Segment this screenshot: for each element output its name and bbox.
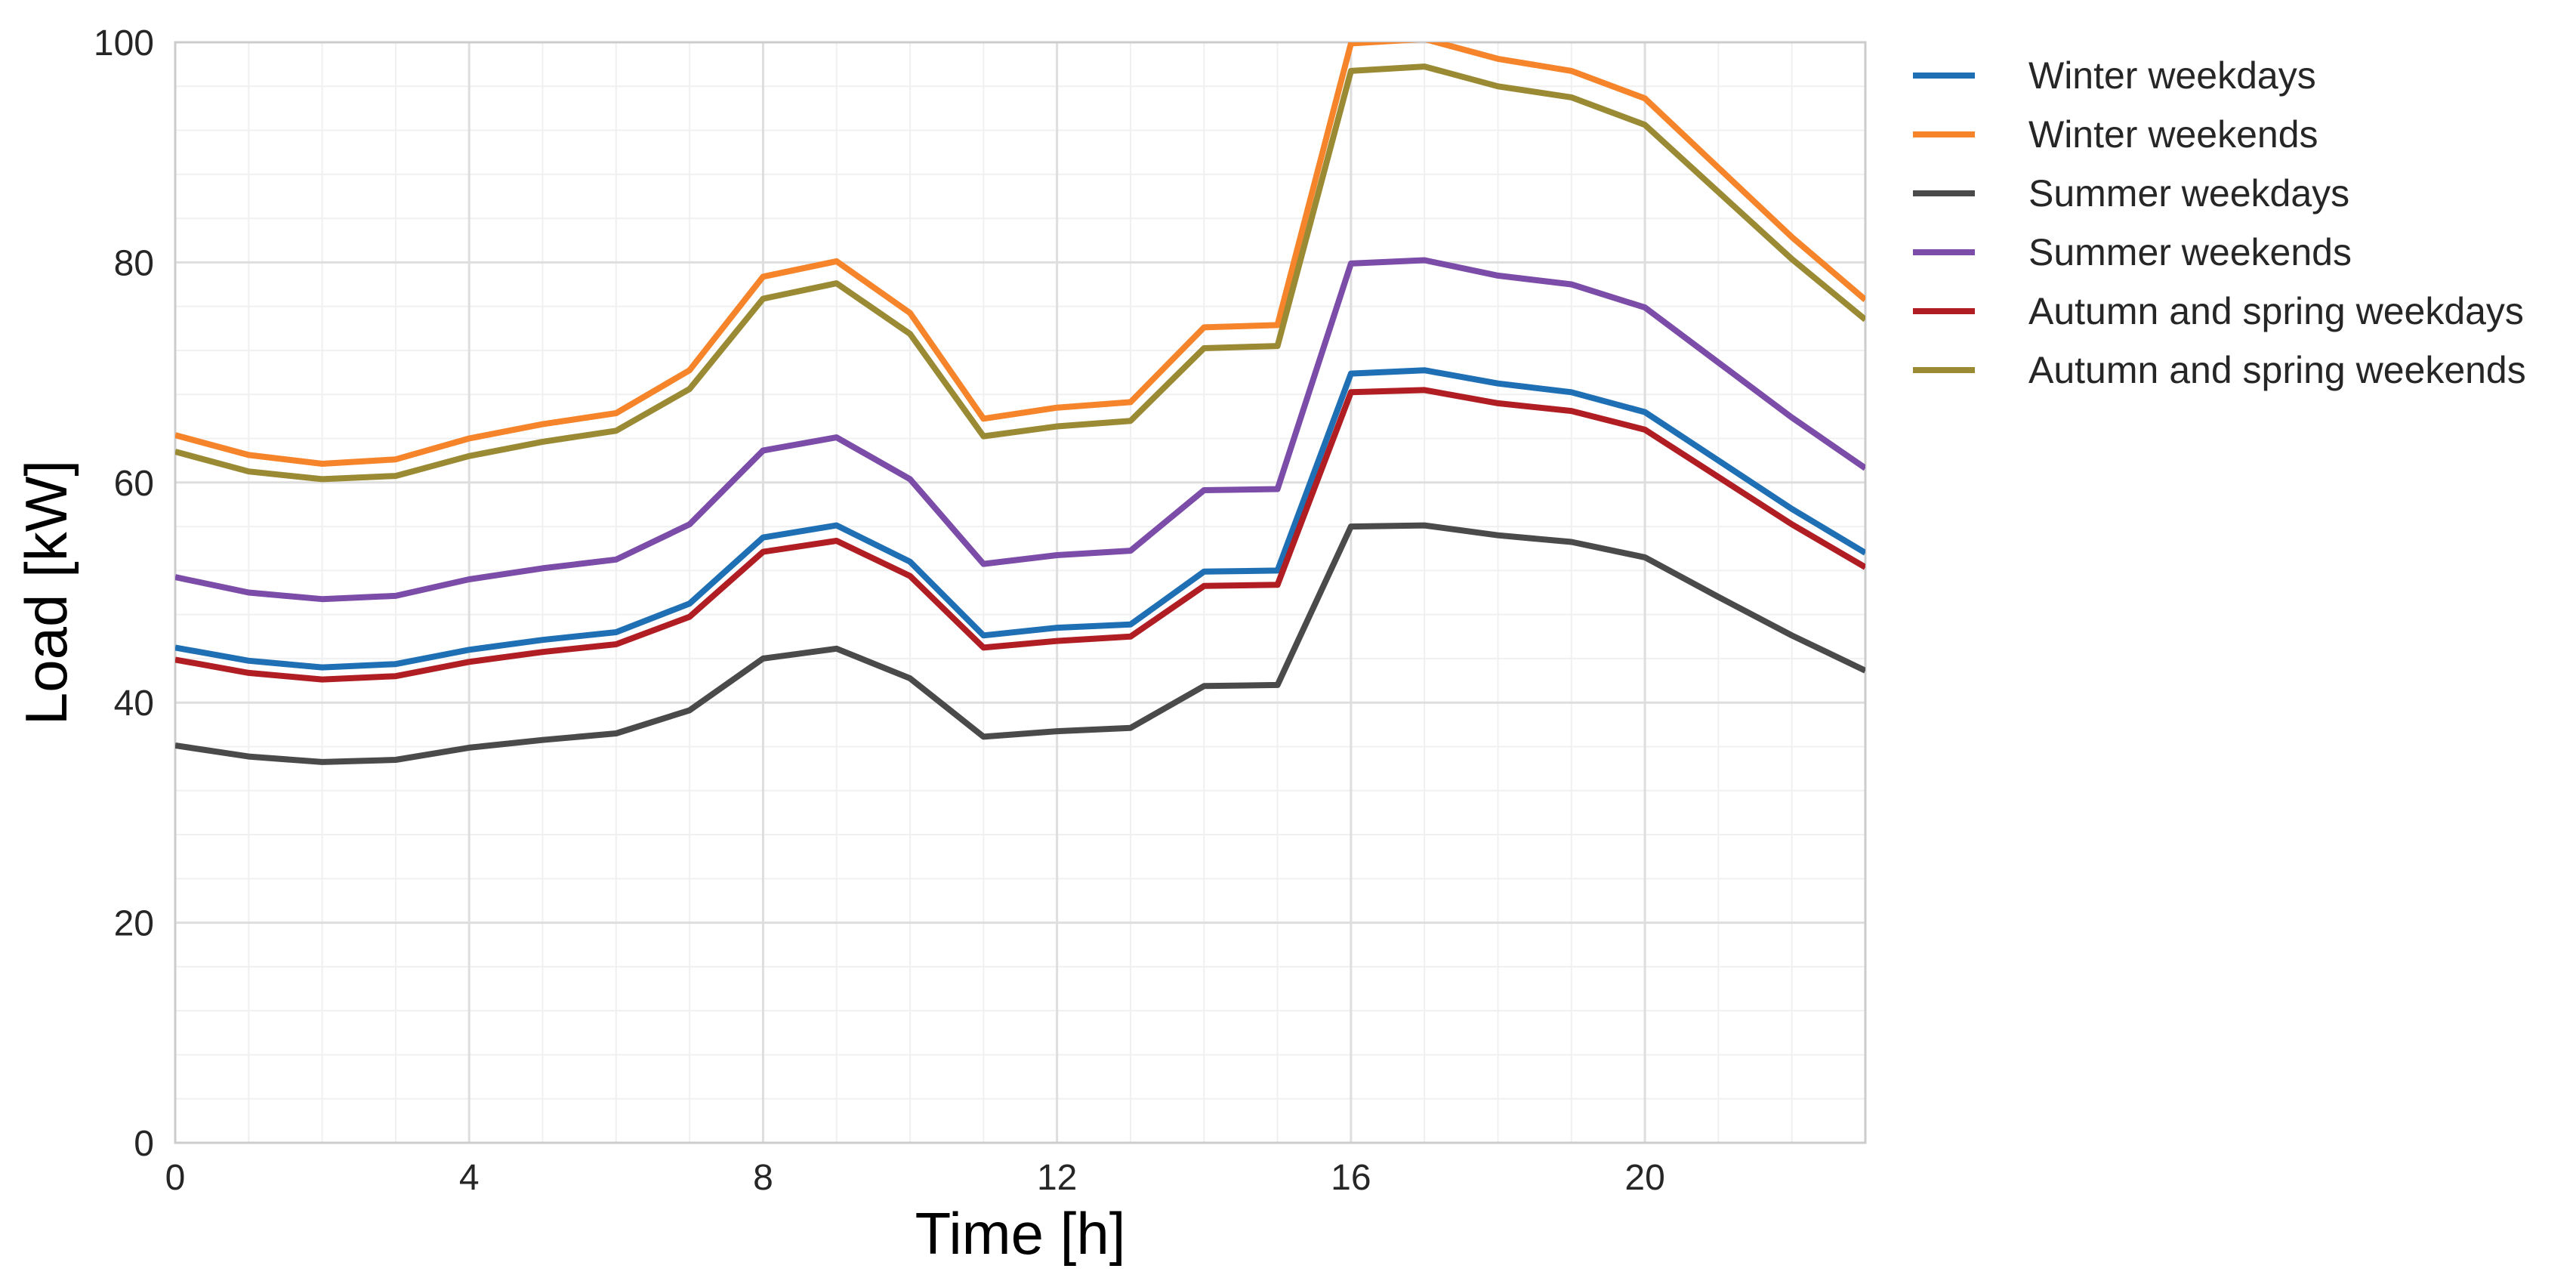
series-line-2 xyxy=(175,522,1865,765)
x-tick-label: 16 xyxy=(1331,1158,1371,1198)
legend: Winter weekdays Winter weekends Summer wee… xyxy=(1913,54,2526,391)
x-tick-label: 4 xyxy=(459,1158,480,1198)
y-tick-label: 80 xyxy=(114,243,154,283)
legend-label-2: Summer weekdays xyxy=(2028,172,2349,215)
plot-area-frame xyxy=(174,41,1867,1144)
series-line-5 xyxy=(175,63,1865,483)
x-tick-label: 20 xyxy=(1624,1158,1664,1198)
x-tick-label: 8 xyxy=(753,1158,773,1198)
y-tick-label: 20 xyxy=(114,904,154,944)
legend-label-5: Autumn and spring weekends xyxy=(2028,349,2526,391)
series-lines xyxy=(175,42,1865,765)
y-tick-label: 60 xyxy=(114,464,154,504)
legend-label-1: Winter weekends xyxy=(2028,113,2318,156)
series-line-0 xyxy=(175,367,1865,671)
legend-label-4: Autumn and spring weekdays xyxy=(2028,290,2524,332)
y-axis-tick-labels: 0 20 40 60 80 100 xyxy=(94,23,154,1164)
x-tick-label: 0 xyxy=(165,1158,186,1198)
x-axis-tick-labels: 0 4 8 12 16 20 xyxy=(165,1158,1665,1198)
x-axis-title: Time [h] xyxy=(915,1200,1126,1267)
series-line-1 xyxy=(175,42,1865,467)
series-line-4 xyxy=(175,387,1865,683)
y-tick-label: 0 xyxy=(134,1124,154,1164)
x-tick-label: 12 xyxy=(1037,1158,1077,1198)
y-axis-title: Load [kW] xyxy=(13,460,79,725)
y-tick-label: 40 xyxy=(114,684,154,724)
legend-label-0: Winter weekdays xyxy=(2028,54,2316,97)
legend-label-3: Summer weekends xyxy=(2028,231,2352,273)
y-tick-label: 100 xyxy=(94,23,154,63)
series-line-3 xyxy=(175,257,1865,603)
